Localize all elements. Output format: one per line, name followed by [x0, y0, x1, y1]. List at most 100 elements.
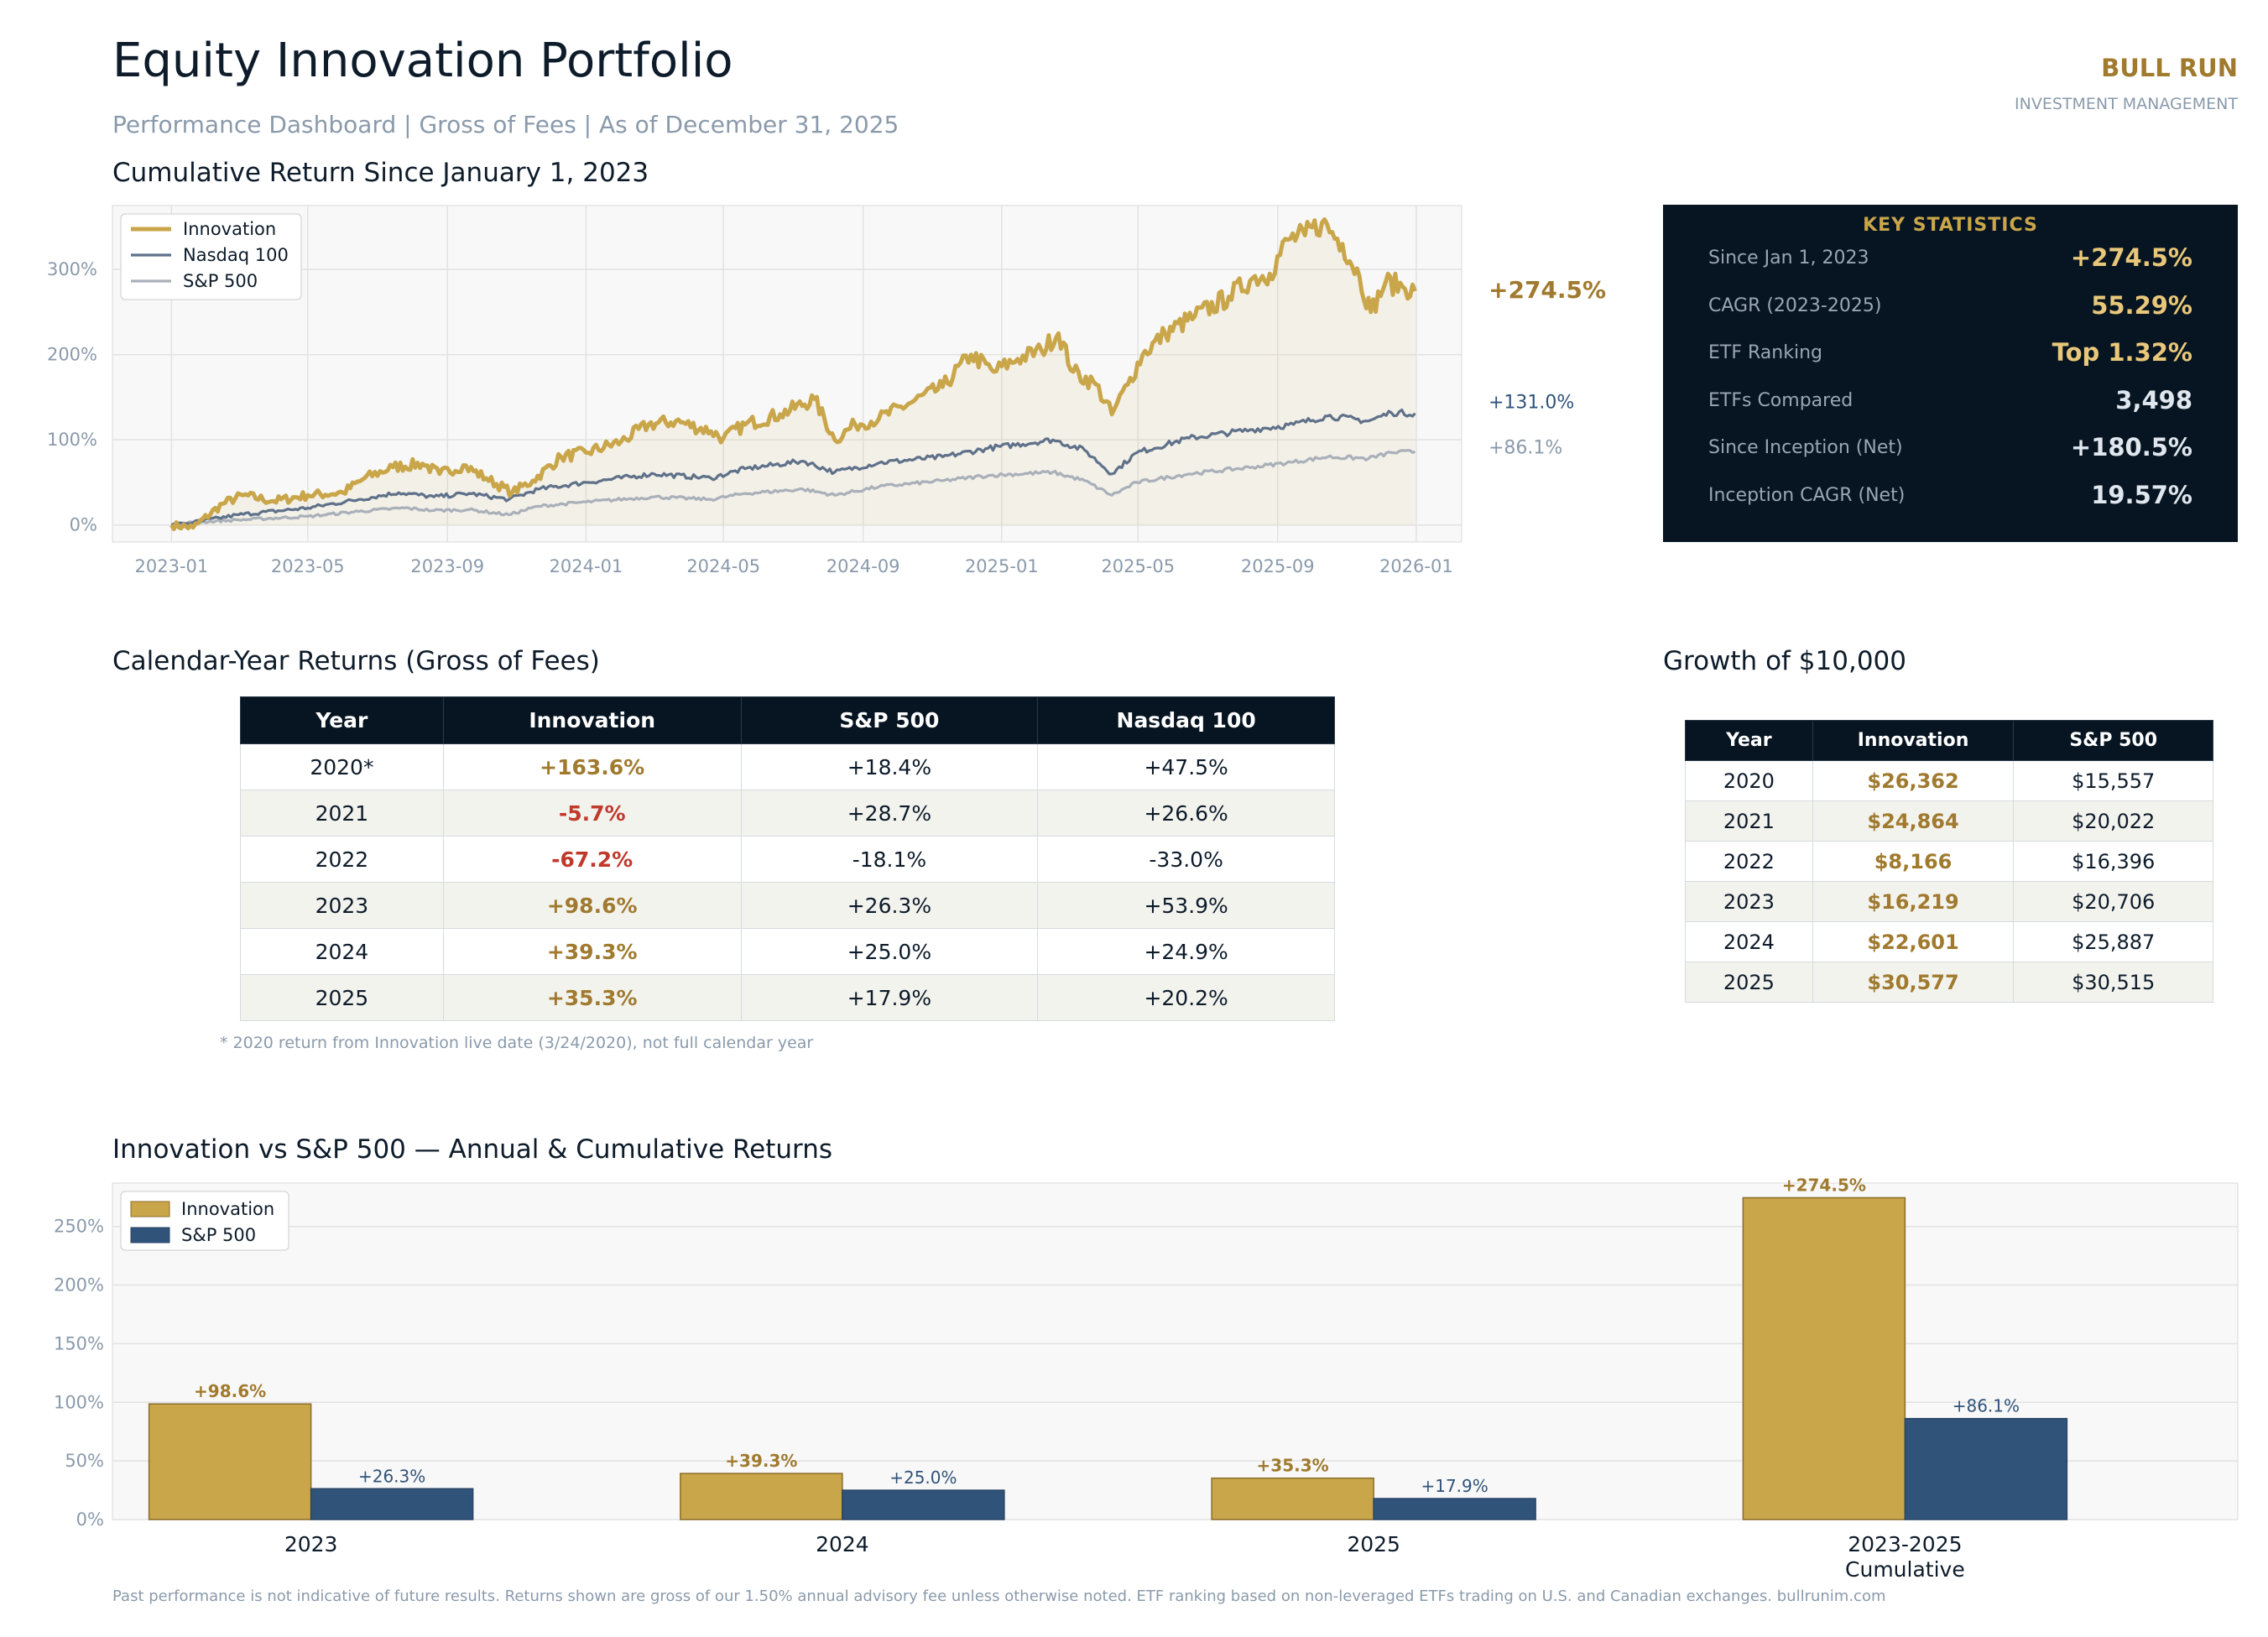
table-header: Nasdaq 100 [1037, 696, 1335, 744]
key-statistics-panel: KEY STATISTICS Since Jan 1, 2023 +274.5% C… [1663, 205, 2238, 542]
stat-label: CAGR (2023-2025) [1708, 295, 1882, 316]
table-header: Year [240, 696, 444, 744]
year-cell: 2023 [1685, 881, 1813, 922]
table-footnote: * 2020 return from Innovation live date … [220, 1034, 814, 1052]
x-tick-label: 2023-05 [271, 556, 345, 576]
bar-value-label: +39.3% [725, 1451, 797, 1471]
stat-row: ETFs Compared 3,498 [1708, 381, 2192, 414]
year-cell: 2025 [1685, 962, 1813, 1003]
legend-label: S&P 500 [181, 1225, 256, 1245]
table-header: S&P 500 [2013, 720, 2213, 761]
nasdaq-cell: +20.2% [1037, 974, 1335, 1021]
y-tick-label: 200% [54, 1275, 104, 1296]
table-header: S&P 500 [740, 696, 1039, 744]
innovation-area [171, 219, 1416, 529]
stat-value: +274.5% [2070, 243, 2192, 272]
stat-row: ETF Ranking Top 1.32% [1708, 333, 2192, 367]
legend-label: Innovation [181, 1199, 274, 1219]
x-tick-label: 2024-01 [550, 556, 623, 576]
sp500-value-cell: $30,515 [2013, 962, 2213, 1003]
stat-label: ETF Ranking [1708, 342, 1822, 364]
line-plot-area [112, 205, 1462, 543]
end-value-label: +274.5% [1489, 276, 1606, 304]
table-row: 2020 $26,362 $15,557 [1685, 760, 2213, 801]
sp500-value-cell: $20,706 [2013, 881, 2213, 922]
year-cell: 2023 [240, 882, 444, 929]
line-legend: Innovation Nasdaq 100 S&P 500 [120, 213, 302, 300]
stat-value: 55.29% [2091, 290, 2192, 320]
stat-value: 3,498 [2115, 385, 2192, 414]
year-cell: 2020 [1685, 760, 1813, 801]
bar-innovation [680, 1473, 843, 1520]
x-category-label: 2024 [816, 1532, 869, 1556]
table-row: 2022 $8,166 $16,396 [1685, 841, 2213, 882]
year-cell: 2022 [1685, 841, 1813, 882]
bar-value-label: +17.9% [1421, 1476, 1488, 1496]
sp500-cell: +17.9% [740, 974, 1039, 1021]
year-cell: 2024 [1685, 921, 1813, 962]
innovation-value-cell: $8,166 [1812, 841, 2015, 882]
table-row: 2020* +163.6% +18.4% +47.5% [240, 743, 1335, 790]
stat-label: Since Jan 1, 2023 [1708, 248, 1869, 268]
innovation-cell: +98.6% [442, 882, 742, 929]
x-category-label: Cumulative [1845, 1557, 1965, 1582]
year-cell: 2025 [240, 974, 444, 1021]
brand-tagline: INVESTMENT MANAGEMENT [2015, 95, 2238, 113]
table-row: 2021 -5.7% +28.7% +26.6% [240, 790, 1335, 837]
table-row: 2023 $16,219 $20,706 [1685, 881, 2213, 922]
sp500-cell: +25.0% [740, 928, 1039, 975]
x-tick-label: 2025-09 [1241, 556, 1315, 576]
bar-legend: Innovation S&P 500 [120, 1191, 289, 1251]
sp500-cell: +26.3% [740, 882, 1039, 929]
bar-s-p-500 [1904, 1417, 2068, 1520]
stat-row: Since Jan 1, 2023 +274.5% [1708, 238, 2192, 272]
nasdaq-cell: +24.9% [1037, 928, 1335, 975]
calendar-year-table: Year Innovation S&P 500 Nasdaq 100 2020*… [240, 696, 1335, 1021]
bar-innovation [1211, 1477, 1374, 1520]
bar-value-label: +25.0% [889, 1468, 957, 1488]
innovation-cell: +35.3% [442, 974, 742, 1021]
year-cell: 2024 [240, 928, 444, 975]
x-category-label: 2023-2025 [1848, 1532, 1962, 1556]
legend-swatch [130, 1227, 170, 1243]
innovation-value-cell: $26,362 [1812, 760, 2015, 801]
year-cell: 2022 [240, 836, 444, 883]
bar-chart-title: Innovation vs S&P 500 — Annual & Cumulat… [112, 1134, 833, 1165]
bar-s-p-500 [1373, 1498, 1536, 1520]
year-cell: 2020* [240, 743, 444, 790]
sp500-cell: +18.4% [740, 743, 1039, 790]
stat-row: Since Inception (Net) +180.5% [1708, 428, 2192, 461]
stat-label: ETFs Compared [1708, 389, 1854, 411]
cumulative-return-chart: 0% 100% 200% 300% 2023-01 2023-05 2023-09 2024… [47, 205, 1606, 576]
series-line-nasdaq-100 [170, 408, 1416, 527]
page-subtitle: Performance Dashboard | Gross of Fees | … [112, 111, 899, 138]
y-tick-label: 100% [54, 1392, 104, 1412]
table-row: 2021 $24,864 $20,022 [1685, 800, 2213, 842]
stat-row: Inception CAGR (Net) 19.57% [1708, 476, 2192, 509]
growth-table-title: Growth of $10,000 [1663, 646, 1906, 676]
bar-s-p-500 [310, 1488, 474, 1520]
brand-logo: BULL RUN [2101, 54, 2238, 82]
x-category-label: 2023 [284, 1532, 338, 1556]
x-tick-label: 2023-09 [410, 556, 484, 576]
sp500-cell: +28.7% [740, 790, 1039, 837]
x-tick-label: 2026-01 [1379, 556, 1453, 576]
table-header: Innovation [442, 696, 742, 744]
innovation-cell: -67.2% [442, 836, 742, 883]
stat-label: Since Inception (Net) [1708, 437, 1903, 459]
x-tick-label: 2025-01 [965, 556, 1039, 576]
y-tick-label: 250% [54, 1217, 104, 1237]
y-tick-label: 100% [47, 430, 97, 450]
annual-returns-bar-chart: +98.6% +26.3% +39.3% +25.0% +35.3% +17.9% +274… [54, 1175, 2239, 1582]
table-header: Year [1685, 720, 1813, 761]
innovation-value-cell: $22,601 [1812, 921, 2015, 962]
table-row: 2024 +39.3% +25.0% +24.9% [240, 928, 1335, 975]
y-tick-label: 0% [76, 1509, 104, 1530]
bar-value-label: +35.3% [1257, 1456, 1329, 1476]
table-row: 2022 -67.2% -18.1% -33.0% [240, 836, 1335, 883]
innovation-cell: -5.7% [442, 790, 742, 837]
y-tick-label: 200% [47, 345, 97, 365]
bar-value-label: +26.3% [358, 1466, 425, 1486]
end-value-label: +86.1% [1489, 437, 1562, 458]
stat-row: CAGR (2023-2025) 55.29% [1708, 286, 2192, 320]
